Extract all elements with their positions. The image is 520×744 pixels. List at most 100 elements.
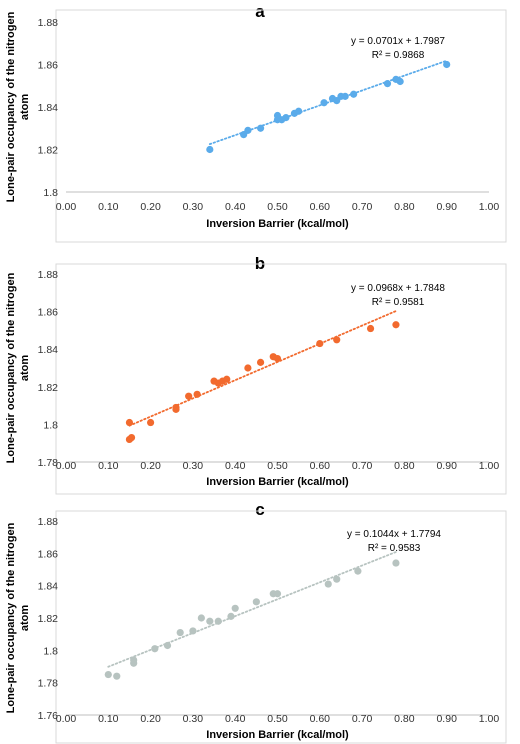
- data-point: [333, 575, 341, 583]
- data-point: [350, 90, 358, 98]
- y-tick-label: 1.8: [43, 645, 58, 657]
- scatter-chart-a: 0.00 0.10 0.20 0.30 0.40 0.50 0.60 0.70 0.80 0.90…: [5, 9, 507, 243]
- y-tick-label: 1.82: [38, 613, 59, 625]
- chart-panel-a: a 0.00 0.10 0.20 0.30 0.40 0.50 0.60 0.70 0.80 0.…: [0, 0, 520, 245]
- data-point: [104, 670, 112, 679]
- x-tick-label: 0.90: [436, 713, 457, 725]
- data-point: [244, 126, 252, 134]
- data-point: [333, 336, 341, 344]
- x-tick-label: 0.70: [352, 460, 373, 472]
- x-tick-label: 0.90: [436, 460, 457, 472]
- x-tick-label: 0.30: [183, 460, 204, 472]
- x-tick-label: 0.20: [140, 713, 161, 725]
- y-axis-title-line: atom: [19, 355, 31, 382]
- data-point: [193, 390, 201, 398]
- data-point: [163, 641, 172, 650]
- scatter-chart-c: 0.00 0.10 0.20 0.30 0.40 0.50 0.60 0.70 0.80 0.90…: [5, 510, 507, 744]
- trendline-equation: y = 0.0968x + 1.7848: [351, 283, 445, 294]
- data-point: [231, 604, 239, 612]
- chart-panel-b: b 0.00 0.10 0.20 0.30 0.40 0.50 0.60 0.70 0.80 0.…: [0, 250, 520, 495]
- data-point: [185, 392, 193, 400]
- y-axis-title-line: Lone-pair occupancy of the nitrogen: [5, 522, 17, 713]
- y-axis-title-line: Lone-pair occupancy of the nitrogen: [5, 11, 17, 202]
- y-tick-label: 1.88: [38, 269, 59, 281]
- y-tick-label: 1.8: [43, 419, 58, 431]
- x-tick-label: 0.20: [140, 460, 161, 472]
- data-point: [383, 80, 392, 88]
- x-tick-label: 1.00: [479, 460, 500, 472]
- data-point: [127, 433, 136, 442]
- x-tick-label: 0.90: [436, 201, 457, 213]
- data-point: [273, 590, 282, 598]
- x-axis-title: Inversion Barrier (kcal/mol): [206, 218, 349, 230]
- data-point: [392, 559, 400, 567]
- y-tick-label: 1.88: [38, 17, 59, 29]
- data-point: [366, 324, 375, 333]
- y-axis-title-line: atom: [19, 94, 31, 121]
- trendline-r-squared: R² = 0.9868: [372, 50, 425, 61]
- x-tick-label: 0.30: [183, 713, 204, 725]
- x-tick-label: 0.20: [140, 201, 161, 213]
- trendline-r-squared: R² = 0.9581: [372, 297, 425, 308]
- x-tick-label: 0.10: [98, 713, 119, 725]
- x-tick-label: 0.80: [394, 460, 415, 472]
- data-point: [130, 656, 138, 664]
- x-axis-title: Inversion Barrier (kcal/mol): [206, 476, 349, 488]
- chart-frame: [55, 9, 507, 243]
- trendline: [128, 310, 397, 427]
- data-point: [256, 124, 265, 132]
- data-point: [341, 92, 349, 100]
- x-tick-label: 1.00: [479, 713, 500, 725]
- chart-panel-c: c 0.00 0.10 0.20 0.30 0.40 0.50 0.60 0.70 0.80 0.…: [0, 497, 520, 744]
- x-tick-label: 0.60: [310, 201, 331, 213]
- x-tick-label: 0.00: [56, 201, 77, 213]
- data-point: [396, 77, 404, 86]
- chart-frame: [55, 263, 507, 495]
- y-tick-label: 1.84: [38, 581, 59, 593]
- y-tick-label: 1.8: [43, 187, 58, 199]
- data-point: [206, 617, 214, 625]
- x-tick-label: 0.50: [267, 713, 288, 725]
- y-tick-label: 1.82: [38, 145, 59, 157]
- data-point: [252, 598, 260, 606]
- y-tick-label: 1.78: [38, 678, 59, 690]
- y-tick-label: 1.78: [38, 457, 59, 469]
- data-point: [392, 321, 400, 329]
- x-tick-label: 0.00: [56, 460, 77, 472]
- data-point: [113, 672, 121, 680]
- data-point: [151, 645, 159, 653]
- x-tick-label: 0.30: [183, 201, 204, 213]
- data-point: [354, 567, 362, 575]
- x-axis-title: Inversion Barrier (kcal/mol): [206, 729, 349, 741]
- data-point: [443, 60, 451, 69]
- x-tick-label: 1.00: [479, 201, 500, 213]
- y-axis-title-line: atom: [19, 605, 31, 632]
- data-point: [244, 364, 252, 372]
- data-point: [125, 418, 134, 427]
- y-axis-title: Lone-pair occupancy of the nitrogen atom: [5, 272, 31, 463]
- trendline-r-squared: R² = 0.9583: [368, 543, 421, 554]
- y-tick-label: 1.86: [38, 307, 59, 319]
- trendline-equation: y = 0.0701x + 1.7987: [351, 36, 445, 47]
- y-tick-label: 1.84: [38, 102, 59, 114]
- data-point: [223, 375, 231, 383]
- x-tick-label: 0.80: [394, 201, 415, 213]
- data-point: [282, 114, 290, 122]
- y-tick-label: 1.88: [38, 516, 59, 528]
- panel-label: c: [255, 500, 265, 519]
- y-tick-label: 1.86: [38, 548, 59, 560]
- data-point: [295, 107, 303, 115]
- data-point: [176, 628, 184, 637]
- x-tick-label: 0.00: [56, 713, 77, 725]
- panel-label: a: [255, 2, 265, 21]
- y-axis-title: Lone-pair occupancy of the nitrogen atom: [5, 11, 31, 202]
- x-tick-label: 0.60: [310, 460, 331, 472]
- y-axis-title: Lone-pair occupancy of the nitrogen atom: [5, 522, 31, 713]
- y-axis-title-line: Lone-pair occupancy of the nitrogen: [5, 272, 17, 463]
- data-point: [172, 403, 180, 412]
- x-tick-label: 0.60: [310, 713, 331, 725]
- data-point: [147, 418, 155, 427]
- x-tick-label: 0.70: [352, 201, 373, 213]
- x-tick-label: 0.80: [394, 713, 415, 725]
- data-point: [189, 627, 197, 635]
